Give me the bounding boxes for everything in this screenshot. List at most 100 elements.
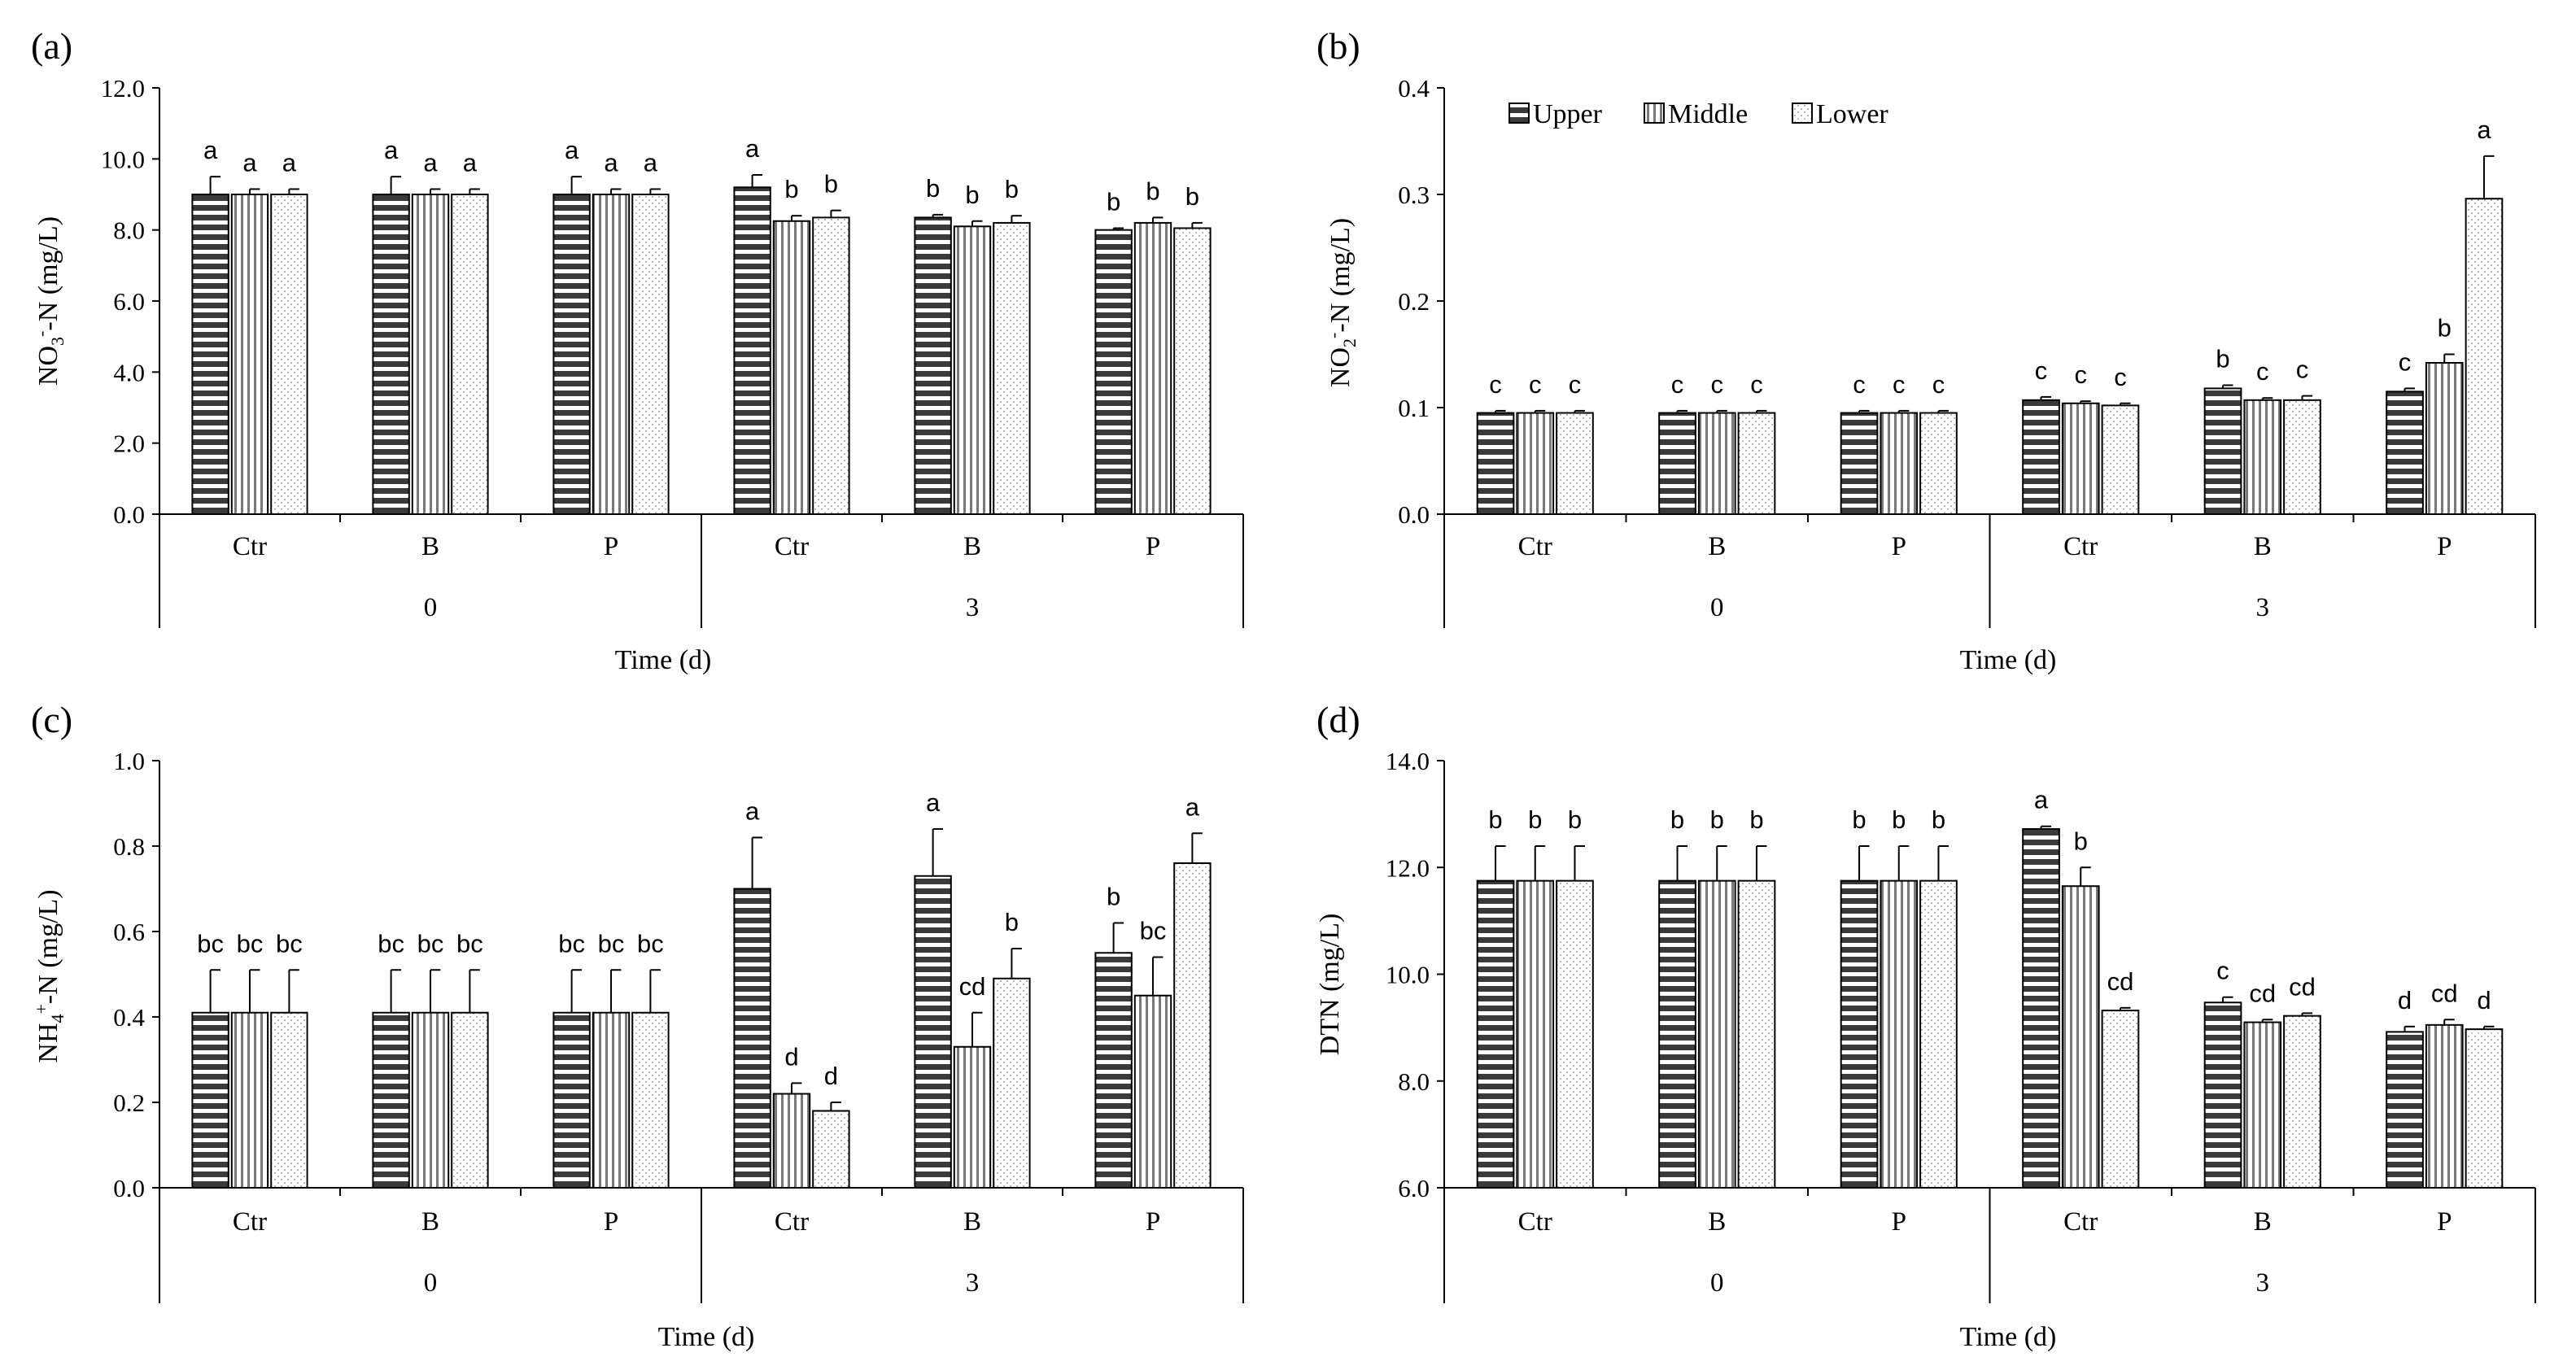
legend-swatch-middle [1644,103,1665,124]
significance-letter: bc [197,929,224,958]
bar-lower [2101,1010,2140,1189]
significance-letter: a [384,136,399,164]
significance-letter: c [2035,356,2048,385]
significance-letter: a [2034,786,2049,814]
bar-lower [1919,412,1958,515]
bar-upper [2386,390,2424,515]
significance-letter: b [1670,805,1684,834]
panel-d: (d) DTN (mg/L) 6.0 8.0 10.0 12.0 14.0 Ctr B P Ct… [1315,699,2536,1352]
significance-letter: c [1671,370,1684,399]
ylabel-rest: -N (mg/L) [33,889,63,1004]
bar-upper [1840,879,1879,1189]
significance-letter: b [1185,182,1199,211]
panel-b: (b) NO2--N (mg/L) 0.0 0.1 0.2 0.3 0.4 Ctr B P Ct… [1316,25,2536,675]
category-label: Ctr [2063,1207,2098,1237]
significance-letter: b [1107,883,1120,911]
panel-label: (a) [31,25,72,67]
y-axis-label: NO2--N (mg/L) [1323,218,1360,387]
ylabel-main: NH [33,1023,63,1063]
bar-middle [230,1011,269,1189]
time-group-label: 3 [2256,593,2270,622]
significance-letter: a [1185,792,1200,821]
bar-lower [2283,399,2321,515]
significance-letter: b [1710,805,1724,834]
y-axis-label: NO3--N (mg/L) [31,216,68,386]
bar-lower [451,194,489,515]
bar-lower [1919,879,1958,1189]
significance-letter: b [2216,344,2229,373]
category-label: B [1708,532,1726,561]
y-tick-label: 12.0 [1386,853,1430,882]
bar-lower [993,221,1031,515]
bar-lower [812,216,850,515]
significance-letter: a [242,148,257,177]
category-label: B [963,1207,981,1237]
bar-middle [2061,885,2100,1189]
significance-letter: b [1146,177,1159,205]
category-label: P [2437,532,2452,561]
bar-middle [230,194,269,515]
significance-letter: d [2398,986,2412,1014]
bar-lower [270,194,308,515]
category-label: Ctr [233,532,267,561]
bar-upper [191,1011,229,1189]
significance-letter: cd [2289,972,2316,1001]
bar-lower [2283,1014,2321,1189]
bar-upper [372,1011,410,1189]
category-label: B [2254,1207,2272,1237]
significance-letter: a [926,788,941,817]
bar-middle [2425,361,2464,516]
significance-letter: c [1529,370,1542,399]
y-tick-label: 8.0 [113,216,145,245]
y-tick-label: 12.0 [101,74,145,103]
significance-letter: bc [276,929,303,958]
significance-letter: a [604,148,618,177]
significance-letter: d [2477,986,2491,1014]
bar-middle [772,220,811,515]
significance-letter: c [2399,347,2412,376]
significance-letter: bc [1140,917,1167,945]
significance-letter: b [1107,187,1120,216]
time-group-label: 3 [2256,1268,2270,1298]
y-tick-label: 0.8 [113,832,145,861]
time-group-label: 3 [966,593,980,622]
significance-letter: c [2216,957,2229,985]
significance-letter: c [1932,370,1945,399]
bar-upper [733,186,771,515]
y-axis-label: DTN (mg/L) [1315,914,1345,1056]
significance-letter: b [1488,805,1502,834]
bar-middle [2425,1023,2464,1189]
panel-label: (c) [31,699,72,740]
bar-upper [1476,879,1515,1189]
bar-upper [914,875,952,1189]
bar-upper [1840,412,1879,515]
y-tick-label: 0.2 [113,1089,145,1117]
bar-middle [953,225,992,515]
ylabel-sup: - [1323,333,1343,338]
y-tick-label: 0.6 [113,918,145,946]
bar-upper [1476,412,1515,515]
legend-swatch-lower [1792,103,1813,124]
significance-letter: a [745,134,760,163]
time-group-label: 3 [966,1268,980,1298]
significance-letter: cd [2249,979,2276,1007]
bar-middle [2243,1021,2282,1189]
ylabel-sub: 3 [47,337,68,346]
bar-upper [733,888,771,1189]
x-axis-label: Time (d) [1960,1322,2057,1352]
bar-middle [1697,412,1736,515]
bar-middle [2061,402,2100,516]
bar-upper [914,216,952,515]
significance-letter: bc [598,929,625,958]
significance-letter: bc [456,929,483,958]
significance-letter: b [1892,805,1906,834]
significance-letter: b [965,181,979,209]
significance-letter: c [1489,370,1502,399]
bar-middle [1133,221,1172,515]
significance-letter: b [2438,314,2452,342]
category-label: Ctr [233,1207,267,1237]
significance-letter: a [2477,116,2491,144]
